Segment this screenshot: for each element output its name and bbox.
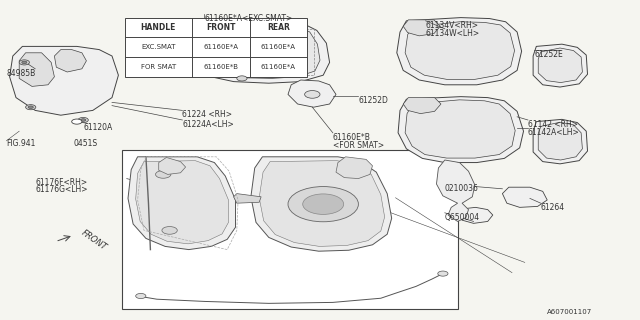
Circle shape	[26, 105, 36, 110]
Text: HANDLE: HANDLE	[141, 23, 176, 32]
Polygon shape	[259, 161, 385, 246]
Polygon shape	[336, 157, 372, 179]
Text: A607001107: A607001107	[547, 309, 593, 315]
Polygon shape	[197, 21, 237, 37]
Polygon shape	[460, 207, 493, 223]
Polygon shape	[234, 194, 261, 203]
Text: EXC.SMAT: EXC.SMAT	[141, 44, 175, 50]
Text: Q650004: Q650004	[445, 213, 480, 222]
Text: 0451S: 0451S	[74, 139, 98, 148]
Polygon shape	[403, 20, 440, 36]
Circle shape	[162, 227, 177, 234]
Polygon shape	[405, 100, 515, 158]
Text: <FOR SMAT>: <FOR SMAT>	[333, 141, 384, 150]
Text: REAR: REAR	[267, 23, 290, 32]
Text: 61252D: 61252D	[358, 96, 388, 105]
Text: FIG.941: FIG.941	[6, 139, 36, 148]
Polygon shape	[398, 97, 524, 163]
Text: 61160E*B: 61160E*B	[333, 133, 371, 142]
Text: 61134W<LH>: 61134W<LH>	[426, 29, 480, 38]
Text: 61120A: 61120A	[83, 123, 113, 132]
Text: 61176F<RH>: 61176F<RH>	[35, 178, 87, 187]
Text: FRONT: FRONT	[80, 228, 109, 252]
Circle shape	[78, 117, 88, 123]
Text: 84985B: 84985B	[6, 69, 36, 78]
Circle shape	[72, 119, 82, 124]
Circle shape	[303, 194, 344, 214]
Polygon shape	[54, 50, 86, 72]
Polygon shape	[136, 161, 228, 244]
Text: 61160E*A: 61160E*A	[261, 44, 296, 50]
Polygon shape	[189, 21, 330, 83]
Circle shape	[28, 106, 33, 108]
Polygon shape	[10, 46, 118, 115]
Text: 0210036: 0210036	[445, 184, 479, 193]
Bar	[125, 18, 307, 77]
Polygon shape	[405, 22, 515, 79]
Circle shape	[19, 60, 29, 65]
Text: 61176G<LH>: 61176G<LH>	[35, 185, 88, 194]
Polygon shape	[159, 157, 186, 174]
Polygon shape	[19, 53, 54, 86]
Text: 61142 <RH>: 61142 <RH>	[528, 120, 578, 129]
Text: 61264: 61264	[541, 203, 565, 212]
Polygon shape	[403, 98, 441, 114]
Text: 61134V<RH>: 61134V<RH>	[426, 21, 479, 30]
Polygon shape	[538, 48, 582, 83]
Circle shape	[438, 271, 448, 276]
Text: 61160E*A: 61160E*A	[261, 64, 296, 70]
Polygon shape	[251, 157, 392, 251]
Polygon shape	[436, 160, 475, 221]
Text: 61252E: 61252E	[534, 50, 563, 59]
Polygon shape	[533, 119, 588, 164]
Circle shape	[305, 91, 320, 98]
Text: 61224A<LH>: 61224A<LH>	[182, 120, 234, 129]
Text: FOR SMAT: FOR SMAT	[141, 64, 176, 70]
Circle shape	[81, 119, 86, 121]
Text: 61160E*A: 61160E*A	[204, 44, 238, 50]
Text: FRONT: FRONT	[206, 23, 236, 32]
Text: 61160E*A<EXC.SMAT>: 61160E*A<EXC.SMAT>	[205, 14, 293, 23]
Text: 61142A<LH>: 61142A<LH>	[528, 128, 580, 137]
Circle shape	[22, 61, 27, 64]
Circle shape	[156, 171, 171, 178]
Text: 61224 <RH>: 61224 <RH>	[182, 110, 232, 119]
Circle shape	[237, 76, 247, 81]
Polygon shape	[197, 25, 320, 78]
Polygon shape	[502, 187, 547, 207]
Circle shape	[288, 187, 358, 222]
Polygon shape	[288, 80, 336, 107]
Polygon shape	[538, 122, 582, 160]
Polygon shape	[128, 157, 236, 250]
Polygon shape	[397, 18, 522, 85]
Circle shape	[136, 293, 146, 299]
Polygon shape	[533, 44, 588, 87]
Bar	[122, 150, 458, 309]
Text: 61160E*B: 61160E*B	[204, 64, 238, 70]
